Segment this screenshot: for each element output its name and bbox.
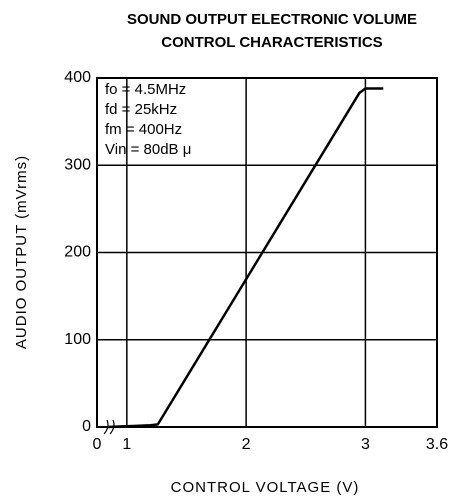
y-tick-label: 400	[64, 69, 91, 86]
annotation: fd = 25kHz	[105, 101, 177, 118]
x-tick-label: 0	[93, 436, 102, 453]
annotation: fo = 4.5MHz	[105, 81, 186, 98]
x-tick-label: 2	[242, 436, 251, 453]
x-axis-label: CONTROL VOLTAGE (V)	[171, 479, 360, 496]
chart-title: SOUND OUTPUT ELECTRONIC VOLUME	[127, 11, 417, 28]
y-tick-label: 100	[64, 331, 91, 348]
data-line	[107, 87, 384, 429]
x-tick-label: 3	[361, 436, 370, 453]
y-axis-label: AUDIO OUTPUT (mVrms)	[13, 155, 30, 349]
x-tick-label: 1	[122, 436, 131, 453]
y-tick-label: 200	[64, 244, 91, 261]
chart-title: CONTROL CHARACTERISTICS	[161, 34, 382, 51]
y-tick-label: 300	[64, 156, 91, 173]
annotation: Vin = 80dB μ	[105, 141, 191, 158]
annotation: fm = 400Hz	[105, 121, 182, 138]
y-tick-label: 0	[82, 418, 91, 435]
x-tick-label: 3.6	[426, 436, 448, 453]
